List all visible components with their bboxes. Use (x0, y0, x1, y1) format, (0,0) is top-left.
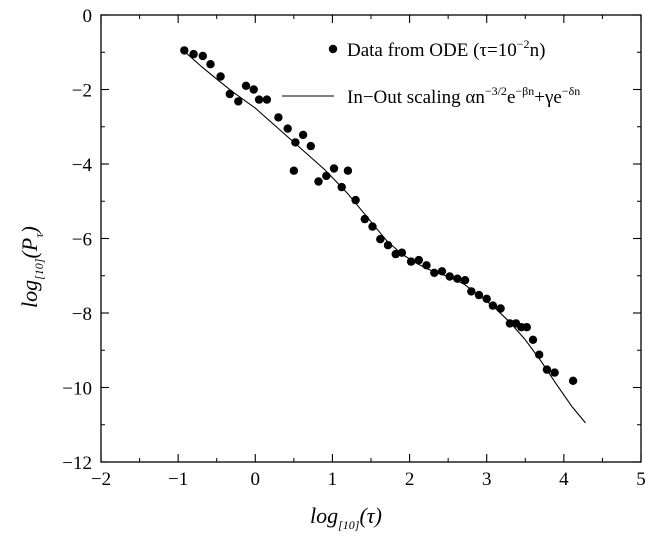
y-axis-label-arg-sub: τ (32, 233, 46, 238)
data-point (216, 72, 225, 81)
data-point (467, 287, 476, 296)
data-point (337, 182, 346, 192)
data-point (180, 46, 189, 55)
data-point (198, 51, 207, 61)
y-axis-label-arg-open: (P (17, 238, 42, 259)
x-tick-label: 3 (482, 469, 492, 490)
y-tick-label: −10 (62, 379, 92, 400)
data-point (437, 267, 447, 276)
x-axis-label-arg: (τ) (359, 503, 382, 528)
x-tick-label: −1 (168, 469, 188, 490)
data-point (322, 171, 331, 181)
legend-entry-fit: In−Out scaling αn−3/2e−βn+γe−δn (347, 84, 580, 108)
data-point (189, 49, 198, 59)
data-point (274, 113, 283, 122)
data-point (542, 365, 552, 374)
data-point (397, 248, 407, 257)
plot-frame (100, 14, 642, 463)
legend: Data from ODE (τ=10−2n) In−Out scaling α… (282, 37, 580, 108)
x-tick-label: 4 (559, 469, 569, 490)
y-axis-label-arg-close: ) (17, 226, 42, 235)
data-point (283, 124, 292, 133)
data-point (414, 255, 423, 265)
legend-entry-data-sup: −2 (517, 37, 530, 51)
data-point (314, 177, 323, 186)
x-axis-label: log[10](τ) (310, 503, 382, 532)
legend-entry-fit-sup3: −δn (562, 84, 580, 98)
data-point (368, 222, 377, 231)
data-point (474, 290, 484, 300)
data-point (291, 138, 300, 147)
y-tick-label: −2 (72, 81, 92, 102)
data-point (383, 241, 393, 250)
y-tick-label: −12 (62, 453, 92, 474)
data-point (460, 276, 470, 285)
x-tick-label: 0 (251, 469, 261, 490)
data-point (422, 261, 431, 270)
data-point (262, 95, 272, 104)
legend-entry-fit-text: In−Out scaling αn (347, 87, 485, 108)
data-point (535, 350, 544, 359)
data-point (343, 166, 353, 175)
y-axis-label: log[10](Pτ) (17, 226, 46, 308)
data-point (289, 166, 299, 175)
data-point (206, 59, 215, 69)
data-point (360, 214, 369, 224)
x-axis-label-main: log (310, 503, 338, 528)
data-point (445, 272, 454, 281)
data-point (505, 319, 515, 328)
data-point (482, 294, 491, 303)
data-point (249, 85, 258, 94)
data-point (298, 130, 308, 140)
data-point (522, 323, 531, 332)
data-point (406, 257, 416, 266)
data-point (528, 335, 538, 344)
legend-entry-data-tail: n) (530, 40, 546, 61)
legend-entry-data-text: Data from ODE (τ=10 (347, 40, 517, 61)
data-point (496, 304, 505, 313)
data-point (306, 141, 315, 151)
y-axis-label-main: log (17, 280, 42, 308)
data-point (225, 89, 234, 99)
data-point (241, 81, 251, 91)
y-tick-label: −6 (72, 230, 92, 251)
data-point (351, 195, 360, 205)
data-point (488, 301, 498, 310)
x-tick-label: 5 (636, 469, 645, 490)
data-point (568, 376, 578, 385)
y-tick-label: 0 (83, 6, 93, 27)
x-tick-label: −2 (91, 469, 111, 490)
y-tick-label: −4 (72, 155, 93, 176)
x-tick-label: 1 (328, 469, 338, 490)
legend-entry-fit-mid2: +γe (534, 87, 562, 108)
x-axis-label-sub: [10] (338, 518, 360, 532)
tick-labels: −2 −1 0 1 2 3 4 50−2−4−6−8−10−12 (62, 6, 645, 490)
data-point (254, 95, 264, 104)
data-point (376, 235, 385, 244)
legend-entry-data: Data from ODE (τ=10−2n) (347, 37, 545, 61)
data-points-layer (180, 46, 578, 385)
y-tick-label: −8 (72, 304, 92, 325)
data-point (234, 97, 243, 106)
legend-entry-fit-mid1: e (507, 87, 515, 108)
legend-marker-dot (328, 44, 338, 54)
data-point (329, 164, 339, 173)
data-point (453, 274, 462, 283)
axis-ticks (100, 14, 642, 463)
y-axis-label-sub: [10] (32, 258, 46, 280)
legend-entry-fit-sup2: −βn (515, 84, 534, 98)
data-point (550, 368, 559, 377)
data-point (430, 268, 439, 277)
legend-entry-fit-sup1: −3/2 (485, 84, 507, 98)
x-tick-label: 2 (405, 469, 415, 490)
